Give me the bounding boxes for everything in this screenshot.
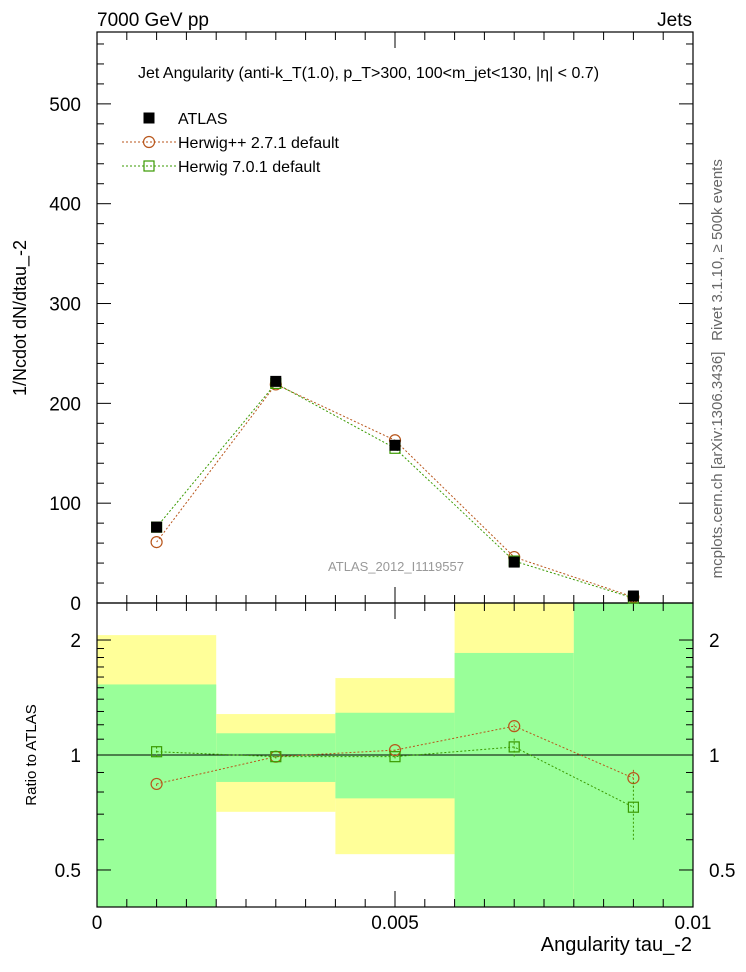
ratio-point <box>151 746 163 758</box>
ratio-point <box>627 801 640 813</box>
ratio-point <box>270 751 282 763</box>
data-point <box>270 375 282 387</box>
xtick-label: 0.005 <box>371 913 419 934</box>
legend-marker <box>143 112 155 124</box>
ytick-label: 100 <box>49 494 81 515</box>
data-point <box>627 590 639 602</box>
ratio-point <box>388 743 402 757</box>
ratio-ylabel: Ratio to ATLAS <box>23 704 40 805</box>
ratio-point <box>150 777 163 791</box>
side-mcplots: mcplots.cern.ch [arXiv:1306.3436] <box>709 352 726 579</box>
data-point <box>151 521 163 533</box>
ytick-label: 400 <box>49 195 81 216</box>
legend-label: ATLAS <box>178 111 228 128</box>
data-point <box>150 536 163 549</box>
data-point <box>508 556 520 568</box>
xlabel: Angularity tau_-2 <box>541 934 692 956</box>
ytick-label: 200 <box>49 394 81 415</box>
xtick-label: 0.01 <box>675 913 712 934</box>
header-left: 7000 GeV pp <box>97 10 209 31</box>
legend-marker <box>142 135 156 149</box>
series-line <box>156 382 634 599</box>
ratio-ytick-label: 2 <box>70 631 81 652</box>
ratio-ytick-label-right: 2 <box>709 631 720 652</box>
legend-label: Herwig++ 2.7.1 default <box>178 135 340 152</box>
data-point <box>389 439 401 451</box>
band-stat <box>454 652 574 907</box>
ratio-ytick-label: 0.5 <box>55 861 81 882</box>
ratio-point <box>508 720 521 733</box>
ratio-ytick-label-right: 1 <box>709 746 720 767</box>
legend-marker <box>143 160 155 172</box>
ratio-point <box>389 751 401 763</box>
ytick-label: 500 <box>49 95 81 116</box>
legend-label: Herwig 7.0.1 default <box>178 159 321 176</box>
ratio-point <box>508 741 520 753</box>
header-right: Jets <box>657 10 692 31</box>
side-rivet: Rivet 3.1.10, ≥ 500k events <box>709 159 726 341</box>
main-ylabel: 1/Ncdot dN/dtau_-2 <box>10 240 31 396</box>
ytick-label: 300 <box>49 295 81 316</box>
ratio-ytick-label: 1 <box>70 746 81 767</box>
watermark: ATLAS_2012_I1119557 <box>328 559 464 574</box>
main-title: Jet Angularity (anti-k_T(1.0), p_T>300, … <box>138 65 599 82</box>
band-stat <box>97 684 217 907</box>
xtick-label: 0 <box>92 913 103 934</box>
ratio-ytick-label-right: 0.5 <box>709 861 735 882</box>
ytick-label: 0 <box>70 594 81 615</box>
